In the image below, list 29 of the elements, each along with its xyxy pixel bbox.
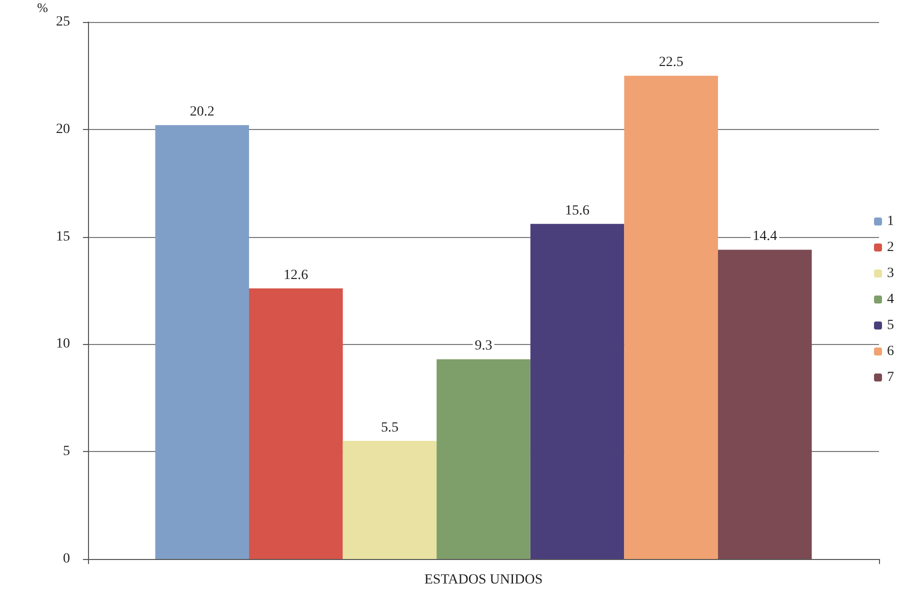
data-label: 20.2 (190, 104, 214, 120)
bar (436, 359, 530, 559)
bar (718, 250, 812, 559)
bar (342, 440, 437, 559)
y-tick-label: 20 (56, 122, 70, 137)
bar (530, 224, 624, 559)
y-tick-label: 0 (63, 552, 70, 566)
legend-label: 4 (887, 292, 894, 307)
bar (624, 76, 718, 559)
legend-label: 6 (887, 344, 894, 359)
data-label: 15.6 (565, 203, 590, 218)
data-label: 12.6 (284, 268, 308, 283)
bar (249, 288, 343, 559)
legend-label: 2 (887, 240, 894, 255)
legend-label: 1 (887, 214, 894, 229)
y-tick-label: 5 (63, 444, 70, 460)
bar (155, 125, 250, 559)
data-label: 5.5 (380, 420, 398, 436)
legend-label: 7 (887, 370, 894, 385)
data-label: 14.4 (752, 229, 778, 244)
y-tick-label: 15 (56, 229, 70, 244)
data-label: 22.5 (658, 55, 684, 70)
legend-label: 3 (887, 266, 894, 281)
legend-label: 5 (887, 318, 894, 333)
x-tick-label: ESTADOS UNIDOS (424, 572, 543, 588)
data-label: 9.3 (474, 338, 492, 354)
y-tick-label: 25 (56, 14, 70, 30)
y-tick-label: 10 (56, 336, 70, 352)
y-axis-title: % (37, 0, 48, 15)
